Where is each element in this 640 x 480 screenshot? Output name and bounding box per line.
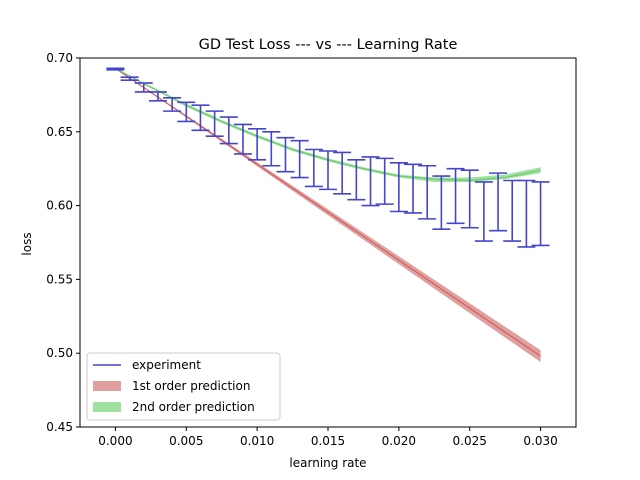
plot-area <box>106 67 550 363</box>
y-tick-label: 0.65 <box>46 125 73 139</box>
error-bar <box>361 156 380 207</box>
error-bar <box>418 164 437 220</box>
y-tick-label: 0.55 <box>46 272 73 286</box>
error-bar <box>248 128 267 161</box>
error-bar <box>163 97 182 112</box>
error-bar <box>191 104 210 132</box>
x-tick-label: 0.010 <box>240 434 274 448</box>
y-axis-label: loss <box>20 232 34 255</box>
y-tick-label: 0.70 <box>46 51 73 65</box>
error-bar <box>432 175 451 231</box>
axes: 0.000 0.005 0.010 0.015 0.020 0.025 0.030 0.45 0… <box>46 51 577 448</box>
x-tick-label: 0.030 <box>523 434 557 448</box>
error-bar <box>177 101 196 123</box>
error-bar <box>389 161 408 213</box>
error-bar <box>262 131 281 167</box>
legend: experiment 1st order prediction 2nd order … <box>86 352 281 421</box>
error-bar <box>106 67 125 71</box>
error-bar <box>531 181 550 247</box>
legend-swatch-first-order <box>93 381 121 391</box>
error-bar <box>205 110 224 138</box>
legend-swatch-second-order <box>93 402 121 412</box>
error-bar <box>489 172 508 232</box>
x-tick-label: 0.020 <box>382 434 416 448</box>
error-bar <box>446 167 465 225</box>
error-bar <box>375 157 394 205</box>
error-bar <box>233 123 252 155</box>
x-tick-label: 0.015 <box>311 434 345 448</box>
x-tick-label: 0.025 <box>453 434 487 448</box>
error-bar <box>333 151 352 195</box>
error-bar <box>148 91 167 102</box>
error-bar <box>319 150 337 191</box>
error-bar <box>276 136 295 173</box>
x-axis-label: learning rate <box>289 456 366 470</box>
legend-label: experiment <box>132 358 201 372</box>
legend-box <box>86 352 281 421</box>
error-bar <box>474 181 493 242</box>
y-tick-label: 0.50 <box>46 346 73 360</box>
error-bar <box>347 159 366 201</box>
error-bar <box>460 169 479 229</box>
y-tick-label: 0.60 <box>46 199 73 213</box>
prediction-band-1 <box>115 68 541 363</box>
x-tick-label: 0.000 <box>98 434 132 448</box>
chart-title: GD Test Loss --- vs --- Learning Rate <box>199 37 458 53</box>
x-tick-label: 0.005 <box>169 434 203 448</box>
error-bar <box>120 76 139 81</box>
error-bar <box>404 163 423 214</box>
error-bar <box>517 179 536 248</box>
y-tick-label: 0.45 <box>46 420 73 434</box>
legend-label: 1st order prediction <box>132 379 250 393</box>
legend-label: 2nd order prediction <box>132 400 255 414</box>
error-bar <box>304 148 323 188</box>
error-bar <box>219 116 238 145</box>
error-bar <box>290 139 309 179</box>
